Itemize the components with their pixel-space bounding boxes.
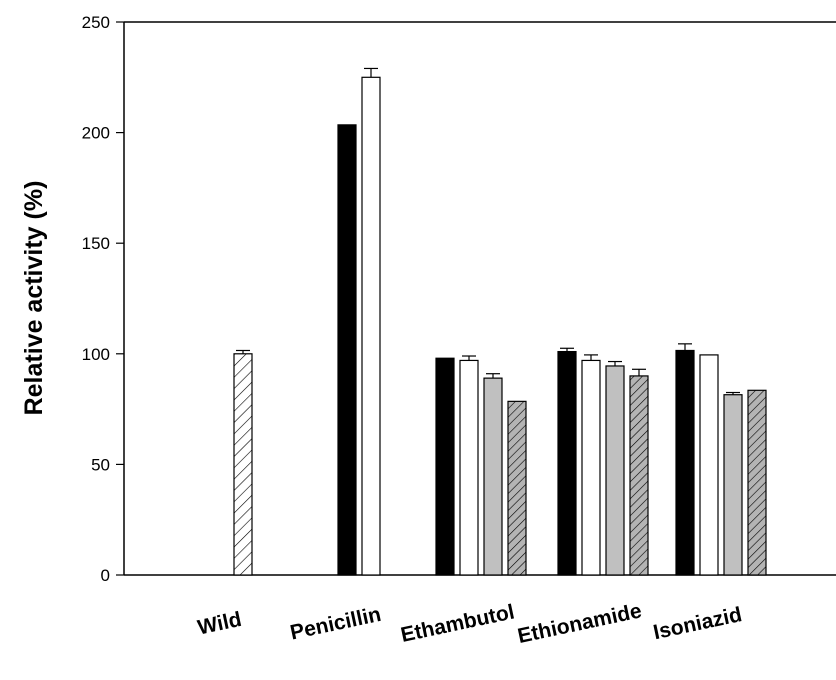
labels-group: Wild Penicillin Ethambutol Ethionamide Isoni… <box>196 599 744 648</box>
y-tick-label: 50 <box>91 455 110 474</box>
bar <box>361 76 381 576</box>
bar <box>337 124 357 576</box>
bar <box>747 389 767 576</box>
category-label: Isoniazid <box>651 603 744 644</box>
bars-group <box>233 67 767 576</box>
axes: 0 50 100 150 200 250 <box>82 13 836 585</box>
bar <box>581 359 601 576</box>
category-label: Ethionamide <box>516 599 644 648</box>
category-label: Wild <box>196 608 244 640</box>
bar <box>605 365 625 576</box>
y-tick-label: 250 <box>82 13 110 32</box>
y-tick-label: 0 <box>101 566 110 585</box>
category-label: Penicillin <box>288 603 383 645</box>
y-axis-title: Relative activity (%) <box>20 181 48 416</box>
y-tick-label: 200 <box>82 124 110 143</box>
y-tick-label: 100 <box>82 345 110 364</box>
bar <box>507 400 527 576</box>
bar <box>233 353 253 576</box>
bar <box>675 349 695 576</box>
bar <box>483 377 503 576</box>
bar <box>459 359 479 576</box>
y-tick-label: 150 <box>82 234 110 253</box>
bar <box>435 357 455 576</box>
bar <box>557 350 577 576</box>
bar <box>699 354 719 576</box>
bar <box>629 375 649 576</box>
category-label: Ethambutol <box>399 600 517 647</box>
bar <box>723 394 743 576</box>
